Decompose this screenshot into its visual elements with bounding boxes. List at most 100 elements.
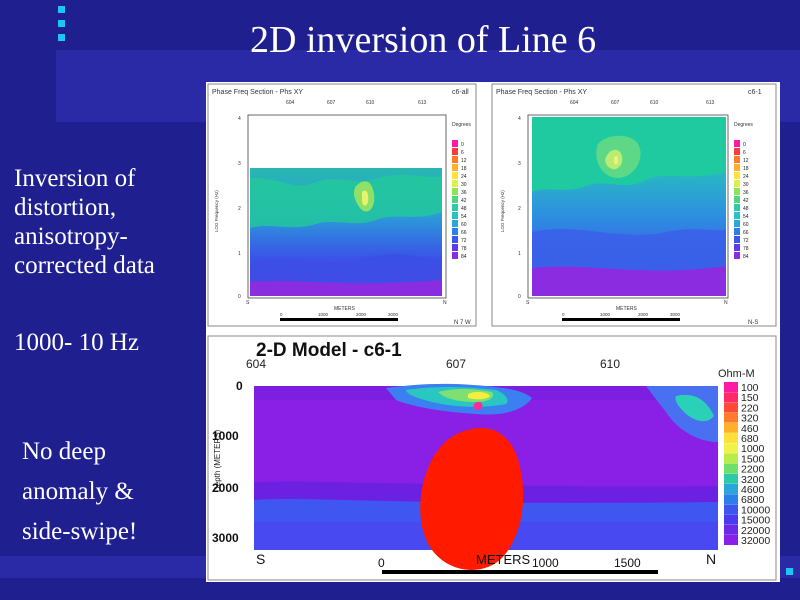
legend-label: 12	[743, 158, 749, 164]
panel1-contour	[362, 190, 369, 206]
legend-label: 48	[461, 206, 467, 212]
legend-swatch	[734, 228, 740, 235]
legend-label: 0	[461, 142, 464, 148]
panel1-xlabel: METERS	[334, 306, 356, 312]
legend-swatch	[734, 252, 740, 259]
panel1-legend: 0 6 12 18 24 30 36 42 48 54 60 66 72 78 84	[452, 140, 467, 260]
panel1-direction: N 7 W	[454, 320, 471, 326]
legend-label: 4600	[741, 484, 765, 496]
legend-swatch	[724, 473, 738, 484]
panel1-id: c6-all	[452, 89, 469, 96]
panel2-id: c6-1	[748, 89, 762, 96]
panel2-station: 607	[611, 100, 620, 106]
panel2-scale-tick: 2000	[638, 312, 649, 317]
legend-swatch	[452, 236, 458, 243]
legend-swatch	[452, 244, 458, 251]
model-legend: 1001502203204606801000150022003200460068…	[724, 382, 770, 547]
panel1-header: Phase Freq Section - Phs XY	[212, 89, 303, 96]
legend-label: 72	[743, 238, 749, 244]
panel2-legend: 0 6 12 18 24 30 36 42 48 54 60 66 72 78 84	[734, 140, 749, 260]
legend-swatch	[452, 188, 458, 195]
model-right-anomaly	[675, 394, 714, 422]
legend-swatch	[724, 402, 738, 413]
legend-swatch	[452, 196, 458, 203]
legend-swatch	[724, 443, 738, 454]
legend-swatch	[452, 220, 458, 227]
legend-label: 6	[743, 150, 746, 156]
panel1-ytick: 2	[238, 206, 241, 212]
legend-label: 0	[743, 142, 746, 148]
legend-swatch	[734, 244, 740, 251]
panel2-scale-tick: 1000	[600, 312, 611, 317]
legend-label: 36	[743, 190, 749, 196]
legend-label: 84	[743, 254, 749, 260]
legend-swatch	[734, 180, 740, 187]
legend-label: 1500	[741, 453, 765, 465]
panel1-scale-tick: 0	[280, 312, 283, 317]
panel2-contour	[532, 266, 726, 296]
figure-svg: Phase Freq Section - Phs XY c6-all 604 6…	[207, 83, 777, 581]
model-station: 604	[246, 357, 266, 371]
panel1-contour	[250, 174, 442, 228]
legend-swatch	[724, 494, 738, 505]
legend-label: 18	[743, 166, 749, 172]
legend-label: 30	[461, 182, 467, 188]
legend-label: 320	[741, 413, 759, 425]
panel1-scale-bar	[280, 318, 398, 321]
legend-label: 24	[461, 174, 467, 180]
panel1-station: 604	[286, 100, 295, 106]
legend-label: 460	[741, 423, 759, 435]
panel1-scale-tick: 1000	[318, 312, 329, 317]
legend-swatch	[452, 204, 458, 211]
panel2-ytick: 3	[518, 161, 521, 167]
note-line: No deep	[22, 438, 106, 465]
left-line: Inversion of	[14, 165, 136, 192]
legend-swatch	[452, 164, 458, 171]
legend-swatch	[452, 212, 458, 219]
left-description: Inversion of distortion, anisotropy- cor…	[14, 164, 155, 280]
legend-label: 150	[741, 392, 759, 404]
panel2-xlabel: METERS	[616, 306, 638, 312]
panel1-yaxis-label: LOG Frequency (Hz)	[214, 190, 219, 232]
panel1-station: 613	[418, 100, 427, 106]
legend-swatch	[724, 453, 738, 464]
panel1-station: 610	[366, 100, 375, 106]
model-depth-label: Depth (METERS)	[213, 429, 222, 492]
legend-label: 15000	[741, 515, 770, 527]
panel2-ytick: 1	[518, 251, 521, 257]
model-s-label: S	[256, 551, 265, 567]
legend-swatch	[734, 204, 740, 211]
model-depth-tick: 3000	[212, 531, 239, 545]
panel1-station: 607	[327, 100, 336, 106]
legend-label: 1000	[741, 443, 765, 455]
legend-label: 32000	[741, 535, 770, 547]
legend-swatch	[734, 156, 740, 163]
legend-label: 54	[743, 214, 749, 220]
panel2-contour	[614, 155, 619, 165]
legend-label: 680	[741, 433, 759, 445]
panel2-direction: N-S	[748, 320, 758, 326]
left-line: corrected data	[14, 252, 155, 279]
note-line: side-swipe!	[22, 518, 138, 545]
model-scale-bar	[382, 570, 658, 574]
legend-label: 3200	[741, 474, 765, 486]
legend-swatch	[724, 535, 738, 545]
panel2-dir-n: N	[724, 300, 728, 306]
panel1-scale-tick: 2000	[356, 312, 367, 317]
panel2-station: 604	[570, 100, 579, 106]
panel1-ytick: 4	[238, 116, 241, 122]
legend-label: 42	[743, 198, 749, 204]
panel2-ytick: 2	[518, 206, 521, 212]
legend-swatch	[724, 433, 738, 443]
panel1-ytick: 0	[238, 294, 241, 300]
legend-swatch	[724, 463, 738, 474]
panel1-dir-n: N	[443, 300, 447, 306]
legend-swatch	[734, 220, 740, 227]
legend-swatch	[724, 514, 738, 525]
legend-label: 18	[461, 166, 467, 172]
panel2-legend-title: Degrees	[734, 122, 753, 128]
legend-label: 42	[461, 198, 467, 204]
model-depth-tick: 2000	[212, 481, 239, 495]
legend-label: 6800	[741, 494, 765, 506]
panel1-legend-title: Degrees	[452, 122, 471, 128]
